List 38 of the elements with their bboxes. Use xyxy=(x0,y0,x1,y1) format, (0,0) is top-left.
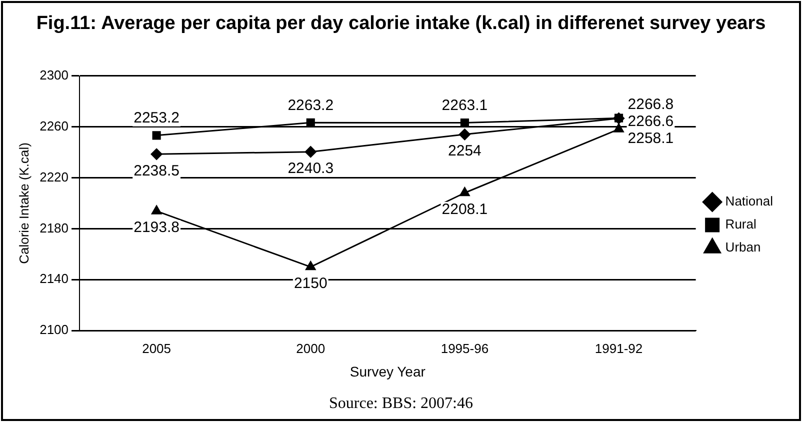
x-tick-label: 1991-92 xyxy=(594,340,643,356)
source-note: Source: BBS: 2007:46 xyxy=(328,395,474,413)
y-tick-label: 2180 xyxy=(40,220,69,236)
point xyxy=(304,146,316,158)
data-label: 2193.8 xyxy=(134,219,180,236)
y-tick-label: 2140 xyxy=(40,271,69,286)
data-label: 2258.1 xyxy=(628,130,674,148)
data-label: 2253.2 xyxy=(134,110,180,127)
chart-title: Fig.11: Average per capita per day calorie intake (k.cal) in differenet survey years xyxy=(35,12,767,36)
point xyxy=(614,123,624,132)
data-label: 2240.3 xyxy=(288,160,334,177)
data-label: 2254 xyxy=(448,142,482,160)
x-tick-label: 1995-96 xyxy=(440,340,489,356)
point xyxy=(151,205,162,214)
point xyxy=(458,128,470,140)
point xyxy=(152,131,161,140)
x-tick-label: 2005 xyxy=(142,340,172,356)
legend-label: National xyxy=(725,194,774,209)
point xyxy=(306,261,316,270)
y-tick-label: 2260 xyxy=(40,118,69,134)
point xyxy=(150,148,162,160)
y-axis-title: Calorie Intake (K.cal) xyxy=(16,142,32,264)
data-label: 2238.5 xyxy=(134,162,180,180)
point xyxy=(460,187,470,196)
data-label: 2266.6 xyxy=(628,113,674,130)
data-label: 2263.2 xyxy=(288,96,334,114)
y-tick-label: 2300 xyxy=(40,67,69,82)
y-tick-label: 2220 xyxy=(40,169,69,184)
data-label: 2150 xyxy=(294,275,328,292)
y-tick-label: 2100 xyxy=(40,322,69,338)
x-axis-title: Survey Year xyxy=(350,363,426,380)
legend-label: Rural xyxy=(725,216,756,232)
data-label: 2266.8 xyxy=(628,96,674,114)
data-label: 2208.1 xyxy=(442,201,488,218)
point xyxy=(306,118,315,127)
data-label: 2263.1 xyxy=(442,96,488,114)
legend-label: Urban xyxy=(725,240,761,255)
x-tick-label: 2000 xyxy=(296,340,326,356)
